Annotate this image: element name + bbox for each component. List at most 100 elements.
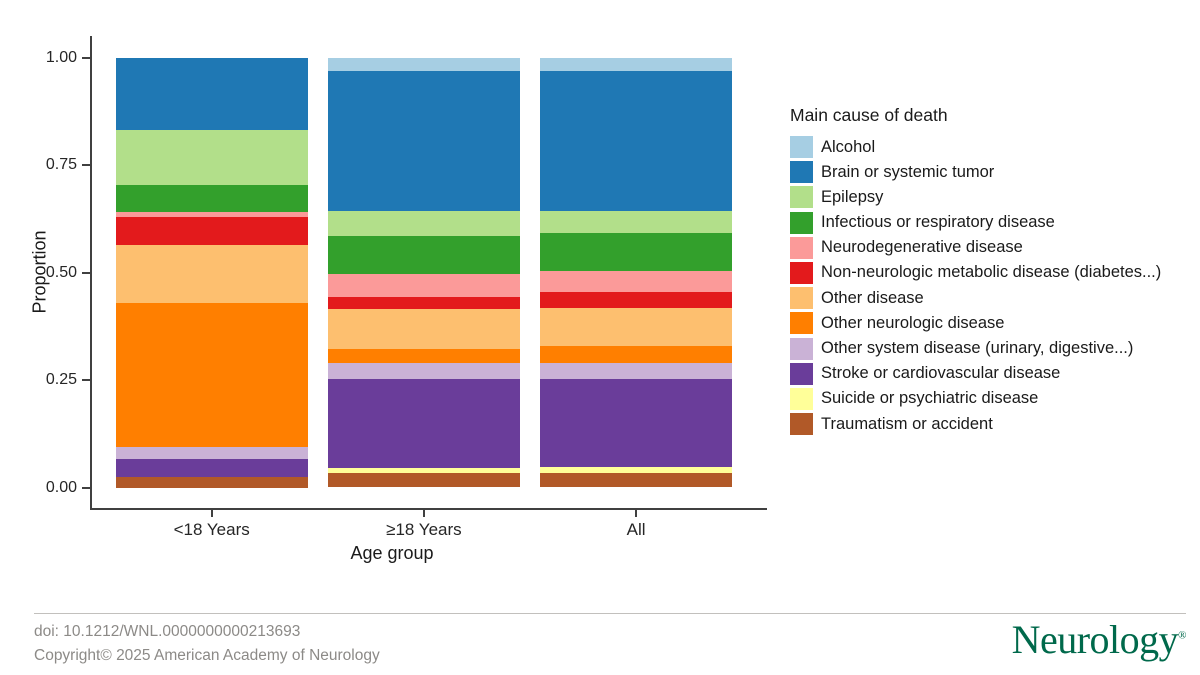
legend-color-swatch <box>790 261 813 284</box>
bar-segment <box>540 346 733 364</box>
legend-item-label: Other system disease (urinary, digestive… <box>821 339 1134 357</box>
y-tick-label: 1.00 <box>45 48 77 66</box>
bar-segment <box>540 308 733 347</box>
legend-item: Other system disease (urinary, digestive… <box>790 337 1190 360</box>
y-tick <box>82 486 90 489</box>
legend-item: Traumatism or accident <box>790 413 1190 436</box>
bar-segment <box>327 57 520 72</box>
legend-item: Suicide or psychiatric disease <box>790 387 1190 410</box>
y-tick <box>82 164 90 166</box>
x-axis-title: Age group <box>350 543 434 563</box>
legend-item: Non-neurologic metabolic disease (diabet… <box>790 261 1190 284</box>
bar-segment <box>540 472 733 488</box>
bar-segment <box>115 245 308 303</box>
legend-title: Main cause of death <box>790 105 948 125</box>
legend-item: Other disease <box>790 287 1190 310</box>
legend-item-label: Infectious or respiratory disease <box>821 213 1055 232</box>
legend-item-label: Alcohol <box>821 137 876 156</box>
bar-segment <box>540 71 733 211</box>
bar-segment <box>115 476 308 488</box>
bar-segment <box>115 129 308 186</box>
legend-item: Infectious or respiratory disease <box>790 211 1190 234</box>
bar-segment <box>540 378 733 467</box>
bar-segment <box>540 363 733 379</box>
registered-mark-icon: ® <box>1178 629 1186 642</box>
legend-item-label: Suicide or psychiatric disease <box>821 389 1039 408</box>
bar-segment <box>115 458 308 477</box>
y-tick-label: 0.00 <box>45 478 77 496</box>
plot-panel: 0.00 0.25 0.50 0.75 1.00 <18 Years ≥18 Years Al… <box>46 36 767 539</box>
bar-segment <box>115 212 308 218</box>
bar-segment <box>540 57 733 72</box>
y-axis-title: Proportion <box>29 230 50 314</box>
doi-text: doi: 10.1212/WNL.0000000000213693 <box>34 623 301 640</box>
bar-segment <box>540 232 733 271</box>
legend-items: Alcohol Brain or systemic tumor Epilepsy In… <box>790 136 1190 436</box>
legend-item: Other neurologic disease <box>790 312 1190 335</box>
bar-segment <box>327 274 520 297</box>
legend-item: Neurodegenerative disease <box>790 236 1190 259</box>
x-tick <box>422 509 425 517</box>
legend-item: Alcohol <box>790 136 1190 158</box>
legend-color-swatch <box>790 161 813 184</box>
legend-item-label: Other neurologic disease <box>821 313 1005 332</box>
bar-segment <box>327 472 520 488</box>
bar-segment <box>327 309 520 350</box>
x-axis-line <box>90 508 767 510</box>
x-tick-label: All <box>626 520 646 539</box>
bar-segment <box>115 217 308 246</box>
y-tick-label: 0.25 <box>45 371 77 388</box>
bar-segment <box>115 57 308 130</box>
bar-segment <box>327 349 520 363</box>
legend-color-swatch <box>790 337 813 360</box>
bar-segment <box>540 270 733 293</box>
y-tick-label: 0.50 <box>45 263 77 281</box>
x-tick-label: ≥18 Years <box>386 520 462 539</box>
legend-color-swatch <box>790 387 813 410</box>
bar-segment <box>327 378 520 468</box>
legend-item: Stroke or cardiovascular disease <box>790 362 1190 385</box>
legend-color-swatch <box>790 362 813 385</box>
legend-item-label: Epilepsy <box>821 187 884 206</box>
x-tick <box>635 509 638 517</box>
legend-color-swatch <box>790 186 813 209</box>
bar-segment <box>540 211 733 233</box>
legend-item: Brain or systemic tumor <box>790 161 1190 184</box>
bar-segment <box>540 466 733 473</box>
bar-segment <box>327 362 520 379</box>
legend-item-label: Neurodegenerative disease <box>821 238 1023 257</box>
bar-segment <box>327 71 520 211</box>
legend-item-label: Non-neurologic metabolic disease (diabet… <box>821 263 1162 282</box>
copyright-text: Copyright© 2025 American Academy of Neur… <box>34 647 380 664</box>
y-tick <box>82 56 90 59</box>
legend: Main cause of death Alcohol Brain or syst… <box>790 105 1190 438</box>
bar-segment <box>327 235 520 275</box>
legend-color-swatch <box>790 211 813 234</box>
bar-segment <box>115 302 308 448</box>
bar-segment <box>540 292 733 309</box>
bar-segment <box>115 185 308 213</box>
neurology-logo-text: Neurology <box>1011 617 1179 662</box>
legend-item-label: Traumatism or accident <box>821 414 993 433</box>
legend-color-swatch <box>790 236 813 259</box>
y-tick-label: 0.75 <box>45 156 77 173</box>
legend-color-swatch <box>790 312 813 335</box>
legend-item: Epilepsy <box>790 186 1190 209</box>
legend-color-swatch <box>790 136 813 158</box>
footer-divider <box>34 613 1186 614</box>
neurology-logo: Neurology® <box>1011 617 1187 662</box>
bar-segment <box>115 447 308 459</box>
y-axis-line <box>90 36 92 509</box>
y-tick <box>82 379 90 381</box>
legend-color-swatch <box>790 287 813 310</box>
legend-color-swatch <box>790 413 813 436</box>
y-tick <box>82 271 90 274</box>
x-tick <box>210 509 213 517</box>
bar-segment <box>327 211 520 236</box>
bar-segment <box>327 467 520 473</box>
legend-item-label: Brain or systemic tumor <box>821 162 995 181</box>
x-tick-label: <18 Years <box>173 520 250 539</box>
bar-segment <box>327 296 520 310</box>
legend-item-label: Other disease <box>821 288 924 307</box>
